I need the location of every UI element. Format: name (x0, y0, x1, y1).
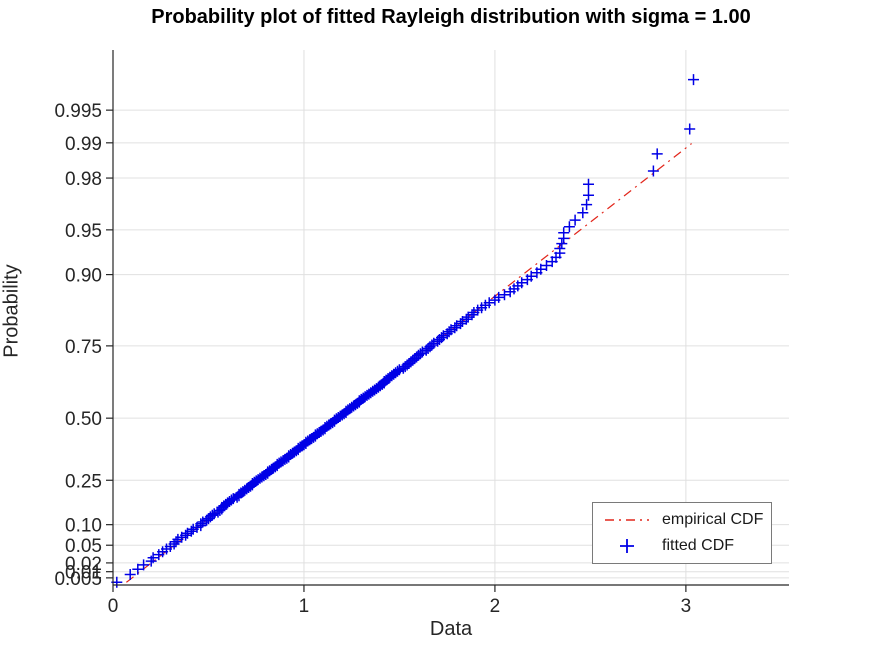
plus-marker-icon (620, 539, 634, 553)
y-tick-label: 0.995 (54, 101, 102, 122)
y-tick-label: 0.05 (65, 536, 102, 557)
data-markers (111, 74, 699, 588)
legend-label-empirical: empirical CDF (662, 511, 764, 528)
y-tick-label: 0.10 (65, 516, 102, 537)
legend: empirical CDF fitted CDF (592, 502, 772, 564)
y-tick-label: 0.02 (65, 554, 102, 575)
legend-entry-fitted: fitted CDF (593, 537, 771, 555)
y-tick-label: 0.98 (65, 169, 102, 190)
x-tick-label: 1 (299, 596, 310, 617)
x-tick-label: 3 (681, 596, 692, 617)
legend-label-fitted: fitted CDF (662, 537, 735, 554)
plus-marker (620, 539, 634, 553)
y-tick-label: 0.99 (65, 134, 102, 155)
y-tick-label: 0.90 (65, 266, 102, 287)
y-tick-label: 0.01 (65, 563, 102, 584)
y-tick-label: 0.75 (65, 337, 102, 358)
legend-entry-empirical: empirical CDF (593, 511, 771, 529)
dash-dot-line-icon (605, 519, 649, 521)
x-tick-label: 0 (108, 596, 119, 617)
y-tick-label: 0.005 (54, 569, 102, 590)
y-tick-label: 0.25 (65, 471, 102, 492)
chart-title: Probability plot of fitted Rayleigh dist… (151, 6, 751, 28)
y-axis-label: Probability (0, 264, 23, 358)
x-tick-label: 2 (490, 596, 501, 617)
y-tick-label: 0.95 (65, 221, 102, 242)
y-tick-label: 0.50 (65, 409, 102, 430)
x-axis-label: Data (429, 618, 473, 640)
